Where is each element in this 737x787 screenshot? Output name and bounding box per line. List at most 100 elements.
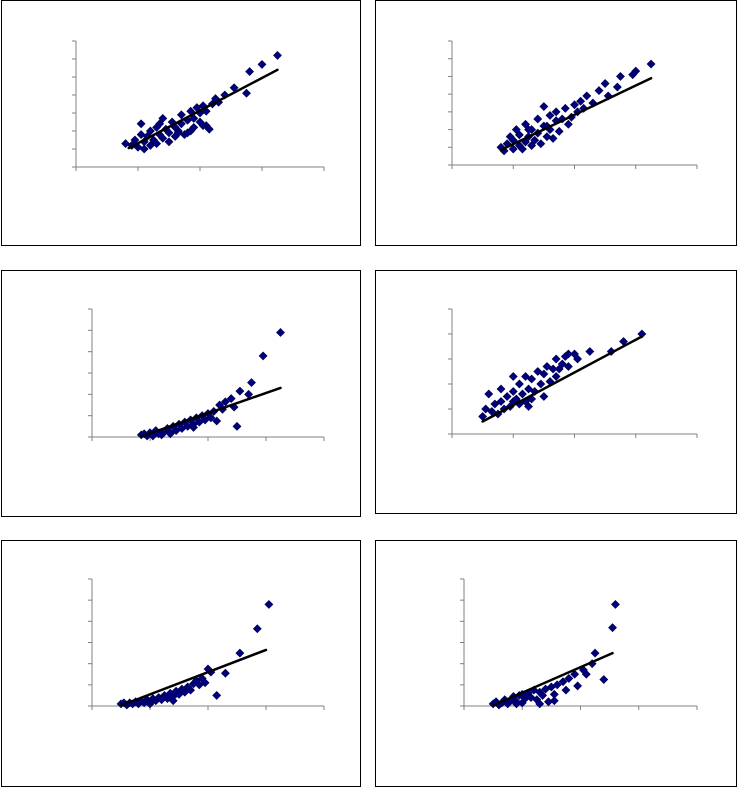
data-point [220, 668, 230, 678]
trendline [127, 68, 279, 150]
data-point [536, 139, 546, 149]
data-point [545, 110, 555, 120]
data-point [599, 675, 609, 684]
data-point [594, 86, 604, 96]
data-point [490, 399, 500, 409]
data-point [542, 132, 552, 142]
data-point [542, 362, 552, 371]
data-point [535, 699, 545, 709]
data-point [226, 394, 236, 404]
scatter-chart-panel-1 [1, 0, 361, 246]
data-point [561, 685, 571, 695]
scatter-chart-2 [448, 40, 698, 169]
data-point [524, 384, 533, 394]
data-point [549, 696, 559, 706]
data-point [518, 144, 527, 154]
data-point [273, 50, 282, 60]
data-point [158, 113, 168, 123]
data-point [552, 680, 562, 690]
data-point [533, 367, 543, 376]
data-point [563, 119, 573, 129]
data-point [608, 623, 617, 633]
data-point [508, 372, 518, 381]
data-point [152, 139, 162, 149]
data-point [554, 364, 564, 374]
data-point [560, 103, 570, 113]
data-point [235, 386, 245, 396]
data-point [646, 59, 656, 69]
data-point [508, 387, 518, 396]
data-point [258, 351, 268, 361]
data-point [538, 690, 548, 700]
scatter-chart-panel-3 [1, 270, 361, 517]
data-point [481, 404, 491, 414]
data-point [220, 397, 230, 407]
data-point [496, 384, 506, 394]
data-point [539, 102, 549, 111]
data-point [514, 130, 524, 140]
data-point [570, 100, 579, 110]
data-point [176, 110, 186, 120]
scatter-chart-1 [72, 40, 325, 171]
data-point [512, 699, 521, 709]
data-point [276, 328, 285, 337]
data-point [590, 648, 600, 658]
data-point [496, 397, 506, 406]
data-point [564, 674, 574, 683]
trendline [119, 648, 268, 707]
data-point [521, 372, 530, 381]
data-point [139, 144, 149, 154]
scatter-chart-panel-2 [375, 0, 737, 246]
data-point [551, 354, 561, 364]
data-point [245, 67, 255, 77]
data-point [502, 392, 512, 401]
data-point [533, 114, 543, 124]
data-point [616, 72, 625, 81]
data-point [582, 91, 592, 101]
data-point [204, 124, 214, 134]
trendline [491, 651, 614, 707]
scatter-chart-5 [88, 578, 325, 710]
data-point [264, 599, 274, 609]
data-point [212, 416, 222, 426]
trendline [481, 335, 644, 423]
data-point [576, 96, 586, 106]
data-point [518, 389, 527, 399]
data-point [514, 379, 524, 389]
data-point [235, 648, 245, 658]
data-point [186, 126, 196, 136]
data-point [539, 369, 549, 379]
scatter-chart-3 [88, 308, 325, 441]
data-point [551, 372, 561, 381]
data-point [539, 392, 549, 401]
scatter-chart-6 [460, 578, 698, 710]
data-point [548, 134, 558, 143]
data-point [164, 137, 174, 147]
data-point [145, 126, 155, 136]
data-point [257, 59, 267, 69]
data-point [524, 402, 533, 411]
data-point [570, 669, 580, 679]
data-point [563, 362, 573, 371]
data-point [612, 82, 622, 92]
data-point [189, 422, 198, 432]
data-point [145, 699, 155, 709]
data-point [631, 66, 641, 76]
data-point [563, 349, 573, 359]
data-point [581, 669, 591, 679]
data-point [536, 379, 546, 389]
data-point [551, 107, 561, 117]
data-point [554, 126, 564, 136]
data-point [600, 79, 610, 88]
trendline [499, 76, 653, 152]
data-point [573, 681, 583, 691]
data-point [200, 678, 210, 688]
data-point [155, 119, 165, 129]
data-point [557, 114, 567, 124]
scatter-chart-panel-6 [375, 540, 737, 787]
data-point [247, 378, 256, 388]
data-point [158, 133, 168, 143]
data-point [524, 125, 533, 134]
data-point [611, 599, 620, 609]
